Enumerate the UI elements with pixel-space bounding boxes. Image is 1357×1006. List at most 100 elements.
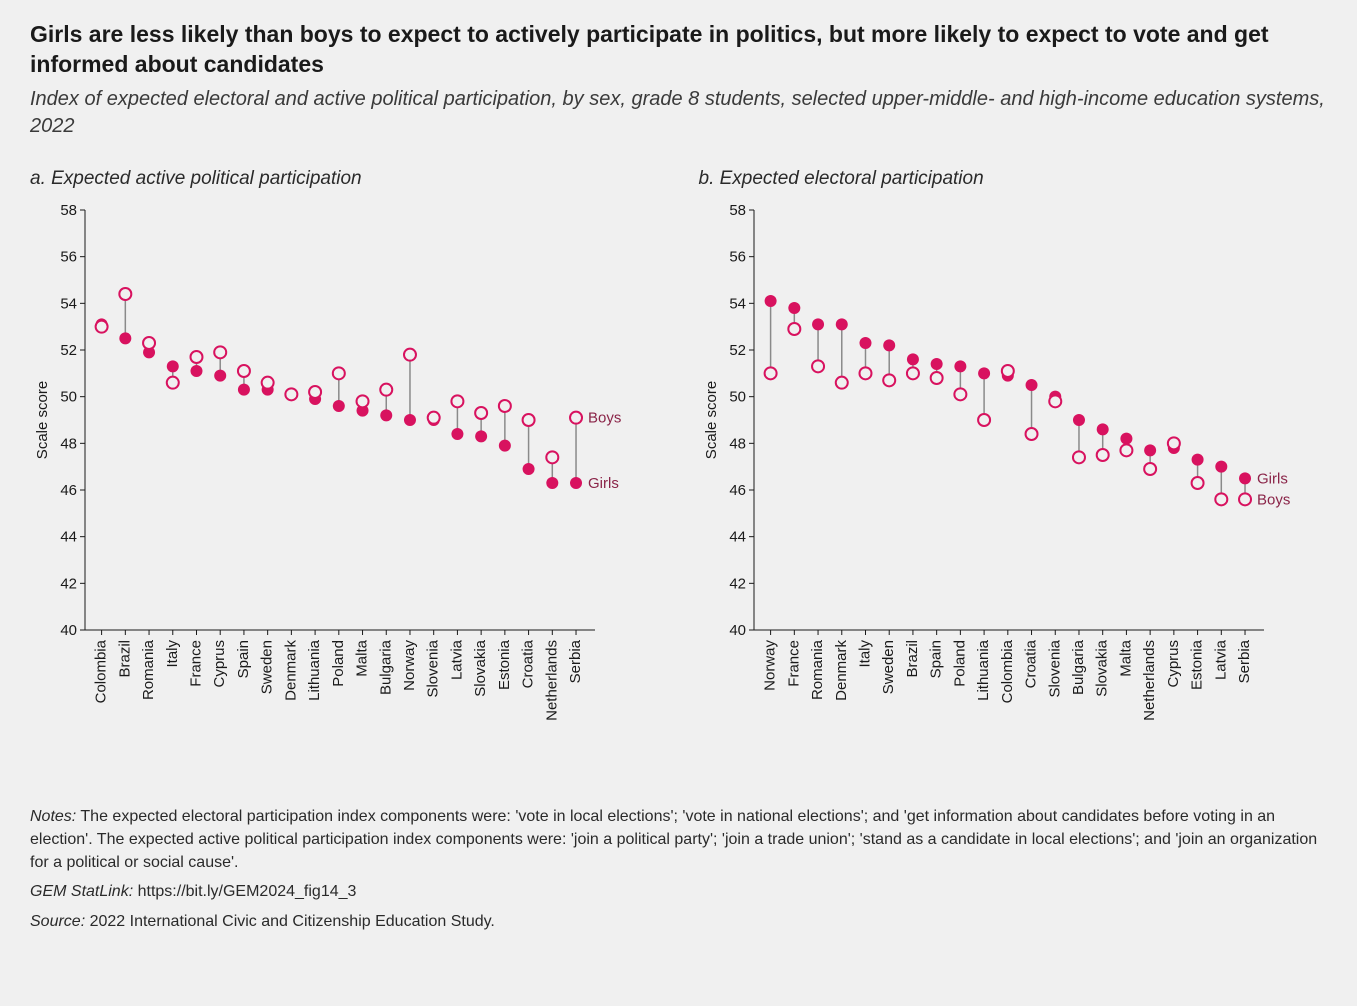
boys-marker: [1191, 477, 1203, 489]
y-tick-label: 52: [60, 342, 77, 359]
x-tick-label: France: [187, 640, 204, 687]
x-tick-label: Denmark: [282, 639, 299, 700]
girls-marker: [1144, 444, 1156, 456]
boys-marker: [1072, 451, 1084, 463]
boys-marker: [1001, 365, 1013, 377]
y-axis-label: Scale score: [703, 381, 720, 459]
source-text: 2022 International Civic and Citizenship…: [90, 913, 495, 930]
x-tick-label: Croatia: [520, 639, 537, 688]
x-tick-label: Norway: [401, 639, 418, 690]
x-tick-label: Colombia: [93, 639, 110, 703]
panel-a-plot: 40424446485052545658Scale scoreColombiaB…: [30, 200, 659, 765]
x-tick-label: Brazil: [116, 640, 133, 678]
girls-marker: [404, 414, 416, 426]
boys-marker: [475, 407, 487, 419]
girls-marker: [1191, 453, 1203, 465]
x-tick-label: Colombia: [998, 639, 1015, 703]
girls-marker: [812, 318, 824, 330]
x-tick-label: Slovenia: [1046, 639, 1063, 697]
girls-marker: [859, 337, 871, 349]
figure-notes: Notes: The expected electoral participat…: [30, 805, 1327, 933]
y-tick-label: 58: [729, 202, 746, 219]
y-tick-label: 58: [60, 202, 77, 219]
boys-marker: [357, 395, 369, 407]
source-label: Source:: [30, 913, 85, 930]
y-tick-label: 54: [729, 295, 746, 312]
girls-marker: [1025, 379, 1037, 391]
boys-marker: [1120, 444, 1132, 456]
legend-boys: Boys: [1257, 491, 1290, 508]
y-tick-label: 52: [729, 342, 746, 359]
x-tick-label: Estonia: [1188, 639, 1205, 690]
y-tick-label: 44: [60, 528, 77, 545]
y-tick-label: 56: [729, 248, 746, 265]
boys-marker: [883, 374, 895, 386]
boys-marker: [380, 383, 392, 395]
boys-marker: [190, 351, 202, 363]
y-tick-label: 44: [729, 528, 746, 545]
girls-marker: [523, 463, 535, 475]
statlink-text: https://bit.ly/GEM2024_fig14_3: [138, 883, 357, 900]
girls-marker: [1096, 423, 1108, 435]
x-tick-label: Latvia: [448, 639, 465, 680]
boys-marker: [96, 320, 108, 332]
boys-marker: [906, 367, 918, 379]
notes-label: Notes:: [30, 808, 76, 825]
x-tick-label: Croatia: [1022, 639, 1039, 688]
boys-marker: [1167, 437, 1179, 449]
panel-b-title: b. Expected electoral participation: [699, 168, 1328, 190]
boys-marker: [1025, 428, 1037, 440]
x-tick-label: Romania: [140, 639, 157, 700]
girls-marker: [954, 360, 966, 372]
x-tick-label: Sweden: [259, 640, 276, 694]
figure-subtitle: Index of expected electoral and active p…: [30, 86, 1327, 140]
girls-marker: [1072, 414, 1084, 426]
y-tick-label: 56: [60, 248, 77, 265]
boys-marker: [1215, 493, 1227, 505]
x-tick-label: Netherlands: [1141, 640, 1158, 721]
x-tick-label: Poland: [330, 640, 347, 687]
boys-marker: [764, 367, 776, 379]
boys-marker: [954, 388, 966, 400]
x-tick-label: Poland: [951, 640, 968, 687]
boys-marker: [812, 360, 824, 372]
panel-a-title: a. Expected active political participati…: [30, 168, 659, 190]
x-tick-label: Italy: [856, 639, 873, 667]
y-tick-label: 54: [60, 295, 77, 312]
x-tick-label: Cyprus: [211, 640, 228, 688]
boys-marker: [835, 376, 847, 388]
boys-marker: [285, 388, 297, 400]
boys-marker: [788, 323, 800, 335]
x-tick-label: Lithuania: [306, 639, 323, 701]
girls-marker: [119, 332, 131, 344]
boys-marker: [309, 386, 321, 398]
x-tick-label: Malta: [354, 639, 371, 676]
notes-text: The expected electoral participation ind…: [30, 808, 1317, 871]
y-tick-label: 40: [729, 622, 746, 639]
y-tick-label: 46: [729, 482, 746, 499]
y-tick-label: 50: [729, 388, 746, 405]
x-tick-label: Cyprus: [1164, 640, 1181, 688]
y-tick-label: 48: [60, 435, 77, 452]
girls-marker: [190, 365, 202, 377]
boys-marker: [404, 348, 416, 360]
girls-marker: [475, 430, 487, 442]
x-tick-label: Denmark: [832, 639, 849, 700]
girls-marker: [499, 439, 511, 451]
x-tick-label: Spain: [235, 640, 252, 678]
girls-marker: [570, 477, 582, 489]
boys-marker: [428, 411, 440, 423]
boys-marker: [523, 414, 535, 426]
boys-marker: [570, 411, 582, 423]
boys-marker: [143, 337, 155, 349]
boys-marker: [546, 451, 558, 463]
panel-a: a. Expected active political participati…: [30, 168, 659, 765]
y-tick-label: 46: [60, 482, 77, 499]
x-tick-label: Serbia: [567, 639, 584, 683]
x-tick-label: Sweden: [880, 640, 897, 694]
boys-marker: [1239, 493, 1251, 505]
girls-marker: [333, 400, 345, 412]
boys-marker: [333, 367, 345, 379]
x-tick-label: Latvia: [1212, 639, 1229, 680]
legend-girls: Girls: [1257, 470, 1288, 487]
